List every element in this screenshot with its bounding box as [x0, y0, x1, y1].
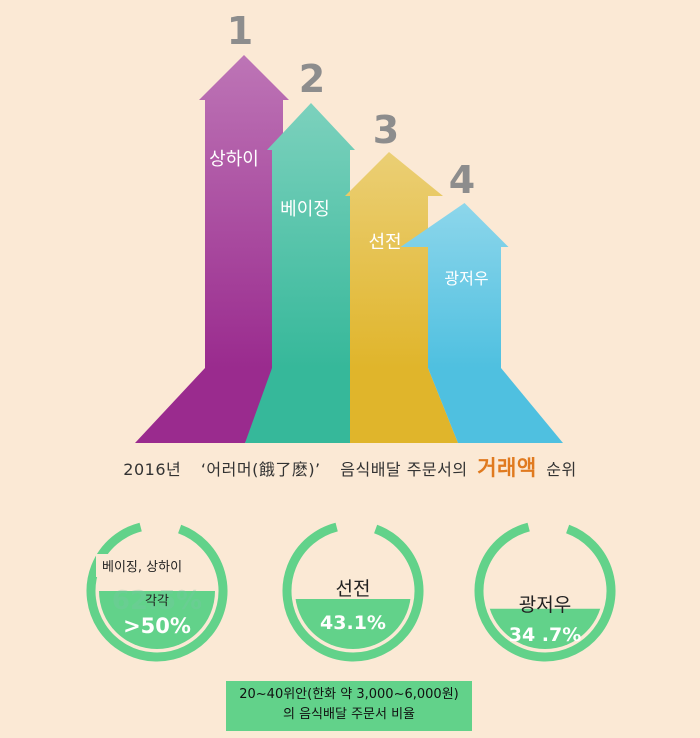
arrow-label-1: 상하이: [209, 149, 259, 170]
gauge-label: 선전: [335, 578, 371, 600]
caption-end: 순위: [546, 460, 577, 479]
rank-number-2: 2: [299, 57, 325, 101]
arrow-base-3: [350, 368, 458, 443]
gauge-guangzhou: 광저우 34 .7%: [474, 520, 616, 662]
caption-year: 2016년: [123, 460, 182, 479]
gauge-sub: 각각: [145, 594, 169, 609]
chart-caption: 2016년 ‘어러머(餓了麽)’ 음식배달 주문서의 거래액 순위: [0, 452, 700, 482]
gauge-outer-ring: [474, 522, 616, 662]
rank-number-4: 4: [449, 158, 475, 202]
caption-middle: 음식배달 주문서의: [340, 460, 468, 479]
arrow-1: [199, 55, 289, 368]
rank-number-1: 1: [227, 9, 253, 53]
arrow-3: [345, 152, 443, 368]
gauge-value: >50%: [123, 614, 191, 638]
arrow-base-1: [135, 368, 283, 443]
footnote-line2: 의 음식배달 주문서 비율: [283, 707, 415, 722]
caption-brand: ‘어러머(餓了麽)’: [200, 460, 321, 479]
arrow-4: [400, 203, 509, 368]
caption-accent: 거래액: [477, 456, 537, 480]
gauge-label: 광저우: [518, 594, 572, 616]
gauge-ring: [474, 522, 616, 662]
arrow-label-4: 광저우: [444, 269, 488, 288]
gauge-value: 34 .7%: [508, 624, 582, 646]
gauge-value: 43.1%: [320, 612, 386, 634]
ranking-arrow-chart: 상하이 1 베이징 2 선전 3 광저우 4: [135, 9, 563, 443]
gauge-outer-ring: [282, 522, 424, 662]
rank-number-3: 3: [373, 108, 399, 152]
arrow-base-2: [245, 368, 350, 443]
arrow-label-2: 베이징: [280, 199, 330, 220]
footnote-line1: 20~40위안(한화 약 3,000~6,000원): [239, 687, 459, 702]
arrow-base-4: [428, 368, 563, 443]
gauge-beijing-shanghai: 62.5% 베이징, 상하이 각각 >50%: [86, 520, 228, 662]
arrow-label-3: 선전: [368, 232, 401, 253]
footnote-box: 20~40위안(한화 약 3,000~6,000원) 의 음식배달 주문서 비율: [226, 681, 472, 731]
arrow-2: [267, 103, 355, 368]
gauge-ring: [282, 522, 424, 662]
ghost-text: 62.5%: [111, 586, 203, 616]
gauge-label: 베이징, 상하이: [96, 554, 189, 577]
gauge-shenzhen: 선전 43.1%: [282, 520, 424, 662]
